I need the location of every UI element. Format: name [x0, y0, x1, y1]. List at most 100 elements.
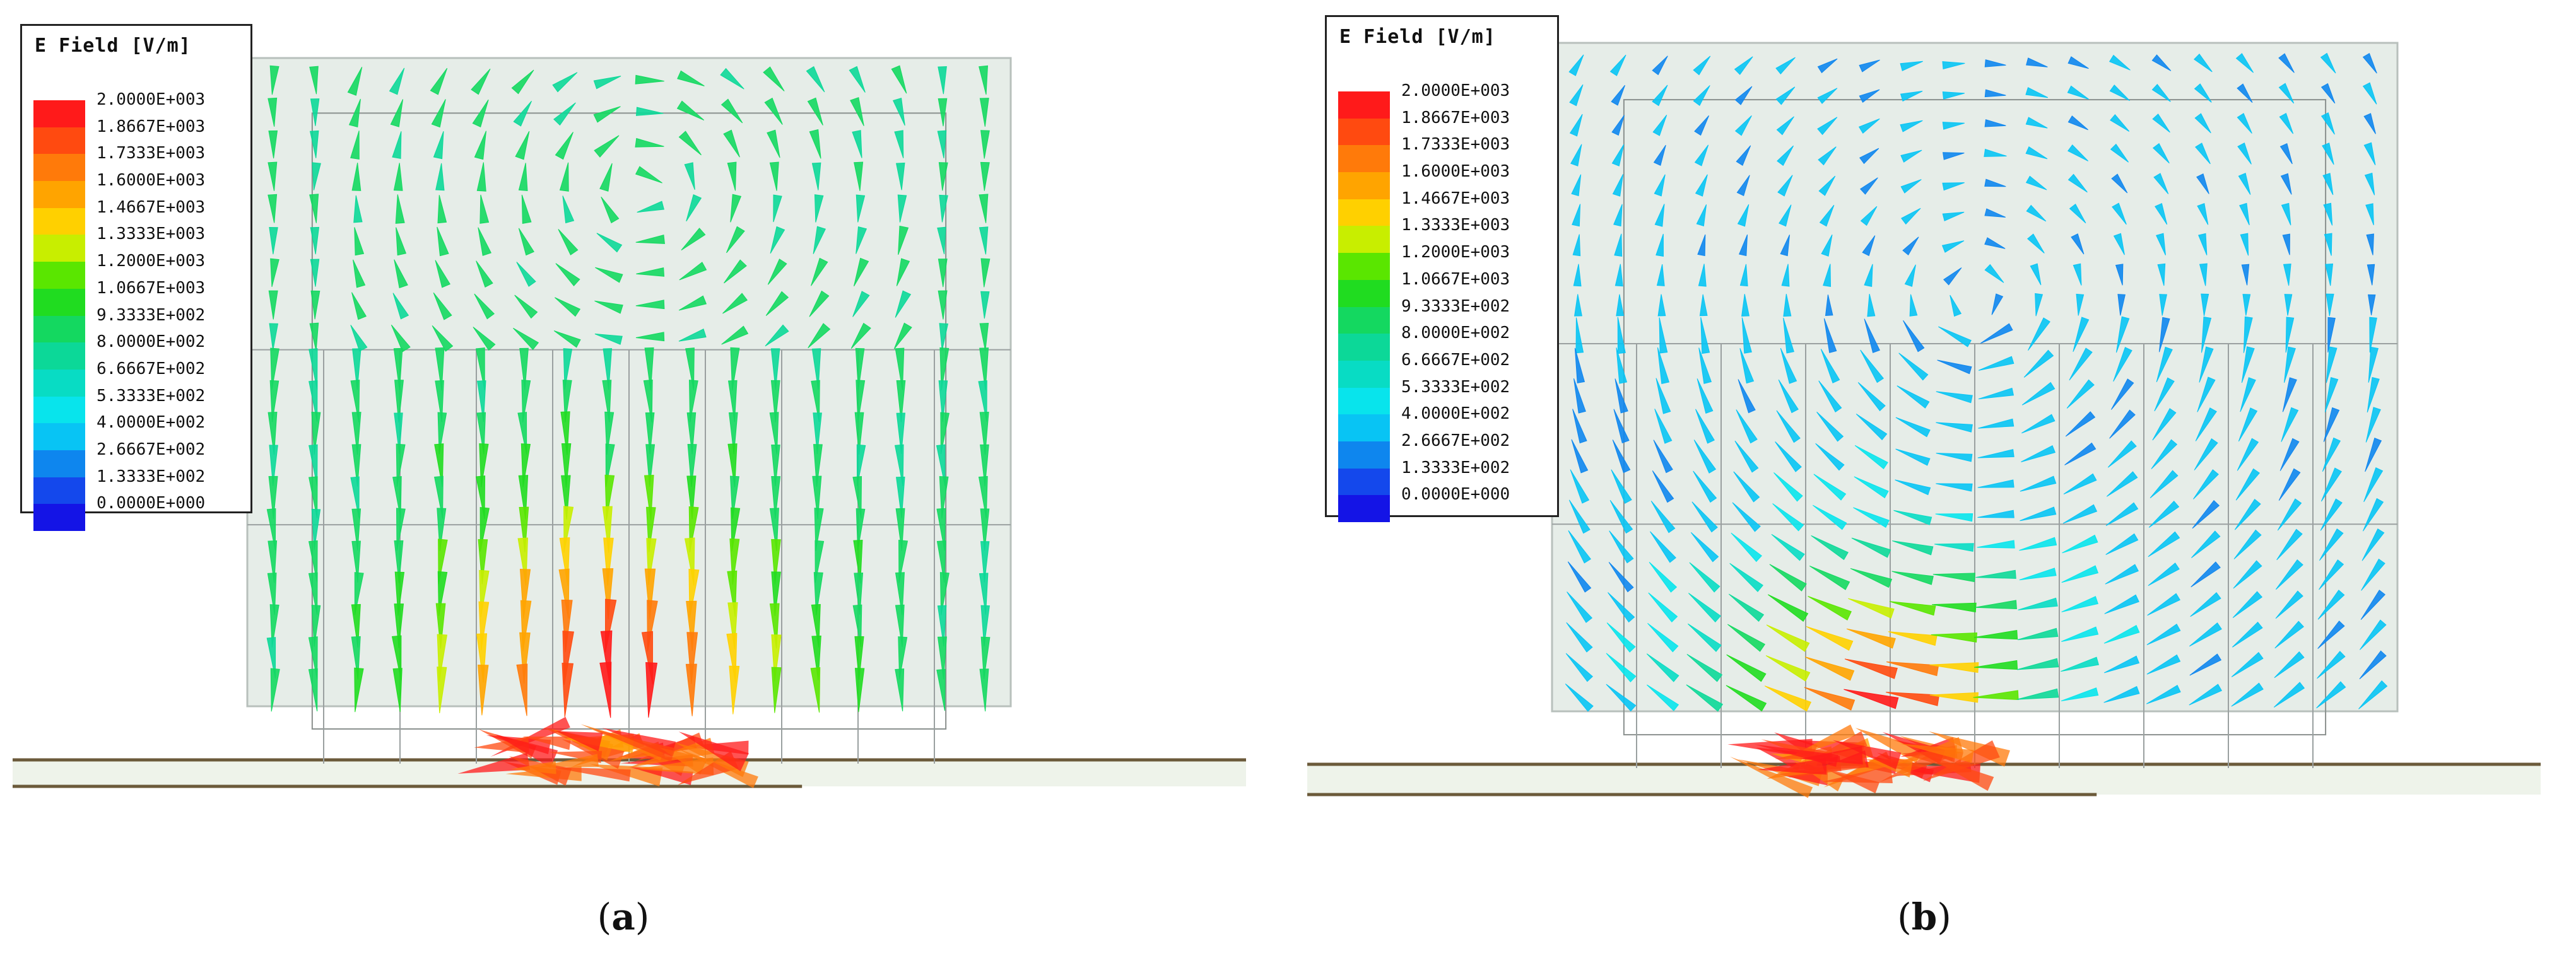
- hot-field-arrow: [678, 732, 749, 771]
- legend-swatch: [1338, 172, 1390, 199]
- legend-swatch: [1338, 468, 1390, 496]
- field-arrow: [2283, 264, 2291, 286]
- field-arrow: [1693, 55, 1711, 76]
- field-arrow: [2105, 564, 2139, 585]
- field-arrow: [1739, 348, 1755, 384]
- field-arrow: [979, 194, 989, 223]
- field-arrow: [2317, 590, 2345, 620]
- field-arrow: [311, 411, 321, 455]
- field-arrow: [1567, 561, 1592, 593]
- field-arrow: [2320, 52, 2336, 74]
- field-arrow: [2193, 469, 2219, 499]
- field-arrow: [678, 328, 707, 342]
- field-arrow: [895, 290, 912, 318]
- field-arrow: [2277, 498, 2302, 531]
- hot-field-arrow: [1822, 766, 1893, 783]
- field-arrow: [394, 603, 404, 649]
- field-arrow: [853, 257, 869, 287]
- field-arrow: [2367, 264, 2375, 286]
- field-arrow: [856, 444, 866, 486]
- field-arrow: [686, 194, 702, 222]
- field-arrow: [1942, 91, 1965, 100]
- field-arrow: [2278, 83, 2295, 104]
- field-arrow: [2026, 204, 2047, 222]
- field-arrow: [2198, 233, 2208, 255]
- field-arrow: [1984, 264, 2004, 283]
- field-arrow: [1854, 476, 1889, 499]
- field-arrow: [2359, 619, 2387, 650]
- field-arrow: [1652, 115, 1667, 136]
- field-arrow: [938, 290, 948, 320]
- field-arrow: [1811, 535, 1849, 561]
- field-arrow: [635, 74, 664, 85]
- field-arrow: [2237, 83, 2253, 103]
- field-arrow: [1821, 234, 1833, 257]
- field-arrow: [850, 96, 864, 126]
- field-arrow: [771, 539, 781, 585]
- field-arrow: [895, 347, 905, 390]
- field-arrow: [1608, 562, 1634, 593]
- field-arrow: [1780, 347, 1797, 384]
- field-arrow: [1686, 653, 1723, 682]
- legend-value: 9.3333E+002: [97, 305, 206, 325]
- field-arrow: [1617, 317, 1626, 354]
- field-arrow: [2365, 437, 2382, 472]
- field-arrow: [2154, 377, 2175, 412]
- field-arrow: [2156, 346, 2173, 383]
- field-arrow: [2026, 57, 2048, 67]
- legend-swatch: [1338, 226, 1390, 254]
- field-arrow: [898, 225, 909, 255]
- field-arrow: [643, 379, 653, 423]
- field-arrow: [2026, 233, 2045, 254]
- field-arrow: [2319, 528, 2344, 561]
- field-arrow: [1700, 317, 1710, 354]
- field-arrow: [1609, 54, 1626, 76]
- legend-swatch: [33, 342, 85, 370]
- field-arrow: [1574, 347, 1585, 383]
- field-arrow: [1611, 469, 1632, 504]
- hot-field-arrow: [1866, 759, 1914, 778]
- field-arrow: [1570, 144, 1582, 166]
- field-arrow: [1736, 409, 1758, 444]
- field-arrow: [1726, 654, 1767, 682]
- field-arrow: [939, 194, 948, 223]
- legend-swatch: [33, 262, 85, 289]
- field-arrow: [2069, 203, 2086, 224]
- field-arrow: [2360, 590, 2385, 620]
- field-arrow: [722, 293, 748, 314]
- legend-value: 2.0000E+003: [1401, 81, 1510, 100]
- legend-swatch: [1338, 414, 1390, 441]
- field-arrow: [1813, 504, 1847, 530]
- field-arrow: [309, 348, 318, 390]
- field-arrow: [1864, 264, 1873, 288]
- field-arrow: [894, 444, 904, 486]
- field-arrow: [2273, 682, 2305, 708]
- field-arrow: [980, 130, 990, 159]
- field-arrow: [2151, 439, 2178, 469]
- field-arrow: [1611, 85, 1626, 106]
- field-arrow: [2147, 593, 2180, 616]
- field-arrow: [513, 100, 532, 127]
- field-arrow: [1886, 692, 1940, 706]
- field-arrow: [1696, 204, 1707, 226]
- field-arrow: [937, 636, 947, 680]
- field-arrow: [769, 412, 779, 455]
- field-arrow: [1816, 411, 1844, 442]
- field-arrow: [394, 380, 404, 423]
- field-arrow: [1649, 562, 1678, 593]
- field-arrow: [2069, 347, 2093, 381]
- field-arrow: [2194, 438, 2218, 470]
- field-arrow: [433, 292, 452, 320]
- field-arrow: [1657, 294, 1666, 317]
- field-arrow: [2108, 54, 2131, 71]
- field-arrow: [1606, 622, 1636, 653]
- field-arrow: [721, 325, 749, 345]
- field-arrow: [2317, 651, 2346, 679]
- field-arrow: [596, 233, 623, 253]
- field-arrow: [1654, 409, 1673, 444]
- legend-swatch: [1338, 145, 1390, 173]
- hot-field-arrow: [592, 728, 676, 762]
- field-arrow: [2240, 233, 2249, 256]
- field-arrow: [854, 636, 864, 680]
- field-arrow: [1934, 543, 1974, 552]
